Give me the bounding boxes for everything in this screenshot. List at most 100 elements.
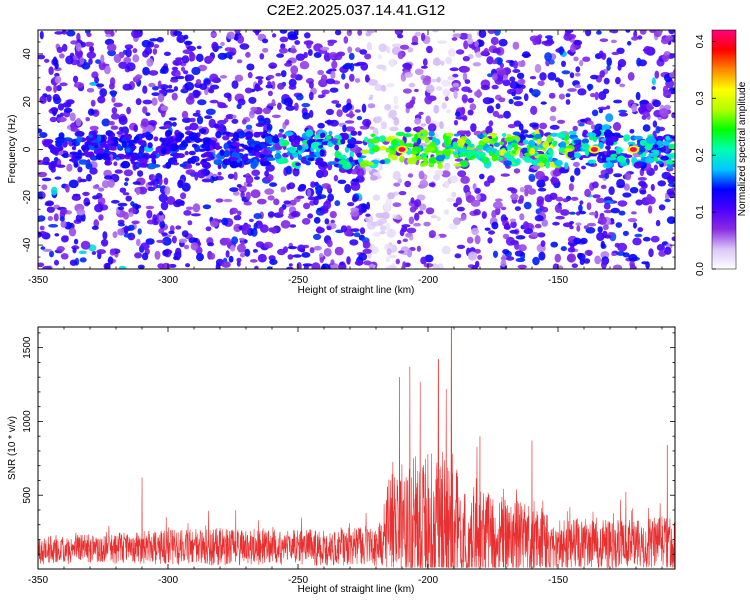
- heatmap-cell: [572, 125, 578, 132]
- heatmap-cell: [645, 144, 652, 151]
- heatmap-cell: [183, 70, 189, 75]
- heatmap-cell: [604, 173, 610, 179]
- heatmap-cell: [465, 130, 471, 137]
- heatmap-cell: [49, 250, 54, 258]
- heatmap-cell: [205, 157, 212, 162]
- heatmap-cell: [135, 187, 141, 196]
- heatmap-cell: [356, 115, 363, 121]
- heatmap-cell: [53, 84, 58, 93]
- heatmap-cell: [338, 262, 347, 269]
- heatmap-cell: [161, 232, 168, 236]
- heatmap-cell: [325, 135, 332, 140]
- heatmap-cell: [385, 266, 391, 269]
- heatmap-cell: [344, 146, 350, 153]
- heatmap-cell: [148, 70, 159, 76]
- heatmap-cell: [61, 43, 68, 52]
- heatmap-cell: [38, 215, 46, 222]
- heatmap-cell: [283, 97, 294, 107]
- heatmap-cell: [668, 143, 675, 150]
- heatmap-cell: [131, 30, 141, 39]
- heatmap-cell: [367, 162, 375, 166]
- heatmap-cell: [301, 103, 311, 108]
- heatmap-cell: [86, 32, 92, 38]
- heatmap-x-axis: -350 -300 -250 -200 -150: [28, 30, 663, 286]
- heatmap-cell: [393, 95, 399, 105]
- heatmap-cell: [327, 193, 334, 202]
- heatmap-cell: [152, 150, 159, 154]
- heatmap-cell: [433, 104, 440, 114]
- heatmap-cell: [511, 91, 516, 97]
- heatmap-cell: [266, 74, 275, 79]
- heatmap-cell: [344, 62, 353, 69]
- heatmap-cell: [254, 265, 259, 269]
- heatmap-cell: [123, 57, 132, 64]
- heatmap-cell: [476, 144, 484, 150]
- heatmap-cell: [503, 152, 511, 159]
- heatmap-cell: [41, 184, 48, 191]
- heatmap-cell: [426, 146, 436, 152]
- heatmap-cell: [351, 178, 360, 182]
- heatmap-cell: [378, 220, 384, 226]
- heatmap-cell: [354, 260, 364, 266]
- heatmap-cell: [620, 160, 626, 164]
- heatmap-cell: [311, 265, 321, 269]
- heatmap-cell: [221, 261, 231, 268]
- heatmap-cell: [141, 118, 149, 127]
- heatmap-cell: [123, 225, 129, 235]
- heatmap-cell: [335, 103, 342, 108]
- heatmap-cell: [306, 188, 312, 197]
- heatmap-cell: [60, 253, 69, 260]
- heatmap-cell: [279, 30, 288, 34]
- heatmap-cell: [439, 121, 444, 130]
- heatmap-cell: [95, 83, 105, 88]
- heatmap-cell: [537, 162, 545, 167]
- heatmap-cell: [70, 40, 78, 45]
- heatmap-cell: [255, 241, 265, 248]
- heatmap-cell: [132, 54, 140, 63]
- heatmap-cell: [650, 149, 660, 153]
- heatmap-cell: [635, 199, 643, 206]
- heatmap-cell: [198, 128, 207, 134]
- heatmap-cell: [387, 192, 395, 200]
- heatmap-cell: [639, 189, 647, 195]
- heatmap-cell: [507, 124, 516, 129]
- heatmap-cell: [498, 38, 508, 47]
- heatmap-cell: [272, 136, 280, 144]
- heatmap-cell: [137, 264, 145, 269]
- heatmap-cell: [76, 136, 82, 143]
- heatmap-cell: [290, 65, 299, 75]
- heatmap-cell: [181, 230, 189, 238]
- heatmap-cell: [122, 211, 129, 220]
- heatmap-cell: [513, 168, 521, 174]
- heatmap-cell: [488, 230, 495, 235]
- heatmap-cell: [572, 161, 580, 168]
- heatmap-cell: [505, 256, 515, 261]
- heatmap-cell: [160, 65, 169, 75]
- heatmap-cell: [123, 169, 134, 177]
- heatmap-cell: [575, 211, 581, 216]
- heatmap-cell: [432, 264, 440, 269]
- heatmap-cell: [286, 266, 294, 269]
- heatmap-y-label: Frequency (Hz): [7, 115, 18, 184]
- heatmap-cell: [88, 58, 93, 65]
- heatmap-cell: [303, 202, 311, 210]
- heatmap-cell: [245, 124, 253, 130]
- heatmap-cell: [184, 74, 190, 82]
- heatmap-cell: [622, 252, 630, 258]
- heatmap-cell: [610, 207, 620, 214]
- heatmap-cell: [536, 200, 542, 207]
- heatmap-cell: [433, 174, 441, 181]
- heatmap-cell: [185, 206, 194, 211]
- heatmap-cell: [632, 237, 642, 246]
- heatmap-cell: [233, 35, 239, 41]
- heatmap-cell: [72, 247, 77, 254]
- heatmap-cell: [490, 36, 499, 46]
- heatmap-cell: [657, 180, 666, 187]
- heatmap-cell: [494, 150, 500, 157]
- heatmap-cell: [586, 202, 592, 211]
- heatmap-cell: [503, 110, 511, 119]
- heatmap-cell: [470, 123, 477, 133]
- heatmap-cell: [175, 71, 181, 77]
- heatmap-cell: [132, 181, 141, 185]
- heatmap-cell: [208, 88, 215, 94]
